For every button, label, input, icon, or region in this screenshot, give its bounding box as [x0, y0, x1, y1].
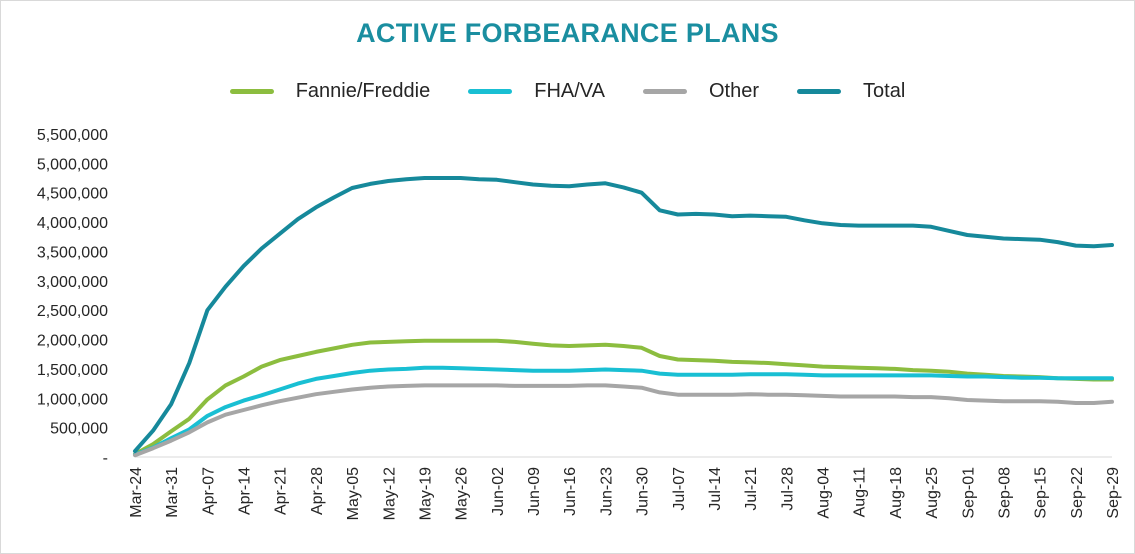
x-tick-label: Sep-15	[1033, 467, 1050, 519]
x-tick-label: Jul-28	[779, 467, 796, 511]
series-line-fha-va	[133, 365, 1114, 457]
x-tick-label: Sep-08	[996, 467, 1013, 519]
legend: Fannie/Freddie FHA/VA Other Total	[0, 76, 1135, 106]
legend-item-other: Other	[643, 80, 759, 103]
x-tick-label: Jul-21	[743, 467, 760, 511]
x-tick-label: Jun-23	[598, 467, 615, 516]
x-tick-label: Jun-02	[490, 467, 507, 516]
chart-title: ACTIVE FORBEARANCE PLANS	[356, 18, 779, 48]
x-tick-label: Apr-07	[200, 467, 217, 515]
y-tick-label: 3,500,000	[37, 244, 108, 261]
series-line-total	[133, 176, 1114, 454]
legend-swatch-total	[797, 88, 842, 94]
x-tick-label: Apr-14	[237, 467, 254, 515]
x-tick-label: Aug-11	[852, 467, 869, 518]
series-lines	[133, 176, 1114, 458]
x-tick-label: Apr-28	[309, 467, 326, 515]
legend-label-total: Total	[863, 79, 906, 102]
legend-swatch-other	[643, 88, 687, 94]
x-tick-label: Aug-25	[924, 467, 941, 519]
y-tick-label: -	[103, 450, 108, 467]
legend-label-fha-va: FHA/VA	[534, 79, 605, 102]
y-tick-label: 500,000	[50, 421, 108, 438]
y-tick-label: 5,000,000	[37, 156, 108, 173]
x-tick-label: May-26	[454, 467, 471, 520]
legend-item-fannie-freddie: Fannie/Freddie	[229, 79, 431, 103]
x-tick-label: Mar-24	[128, 467, 145, 518]
y-tick-label: 4,000,000	[37, 215, 108, 232]
series-line-fannie-freddie	[133, 338, 1114, 457]
x-tick-label: May-12	[381, 467, 398, 520]
y-tick-label: 3,000,000	[37, 274, 108, 291]
y-tick-label: 2,500,000	[37, 303, 108, 320]
y-axis: - 500,000 1,000,000 1,500,000 2,000,000 2,500…	[37, 127, 108, 467]
x-tick-label: Sep-29	[1105, 467, 1122, 519]
x-tick-label: Jun-30	[635, 467, 652, 516]
legend-label-fannie-freddie: Fannie/Freddie	[295, 79, 431, 102]
y-tick-label: 1,500,000	[37, 362, 108, 379]
x-axis: Mar-24 Mar-31 Apr-07 Apr-14 Apr-21 Apr-28 May-…	[128, 456, 1122, 520]
y-tick-label: 5,500,000	[37, 127, 108, 144]
y-tick-label: 1,000,000	[37, 391, 108, 408]
x-tick-label: May-19	[417, 467, 434, 520]
x-tick-label: Apr-21	[273, 467, 290, 515]
legend-item-total: Total	[797, 80, 905, 103]
x-tick-label: Jul-07	[671, 467, 688, 511]
legend-label-other: Other	[709, 79, 760, 102]
x-tick-label: Jul-14	[707, 467, 724, 511]
legend-item-fha-va: FHA/VA	[468, 80, 605, 103]
x-tick-label: Jun-16	[562, 467, 579, 516]
legend-swatch-fha-va	[468, 88, 513, 94]
x-tick-label: Sep-01	[960, 467, 977, 519]
legend-swatch-fannie-freddie	[229, 88, 274, 94]
x-tick-label: Jun-09	[526, 467, 543, 516]
series-line-other	[133, 383, 1114, 458]
x-tick-label: May-05	[345, 467, 362, 520]
y-tick-label: 4,500,000	[37, 186, 108, 203]
x-tick-label: Aug-18	[888, 467, 905, 519]
y-tick-label: 2,000,000	[37, 333, 108, 350]
x-tick-label: Sep-22	[1069, 467, 1086, 519]
x-tick-label: Mar-31	[164, 467, 181, 518]
x-tick-label: Aug-04	[816, 467, 833, 519]
